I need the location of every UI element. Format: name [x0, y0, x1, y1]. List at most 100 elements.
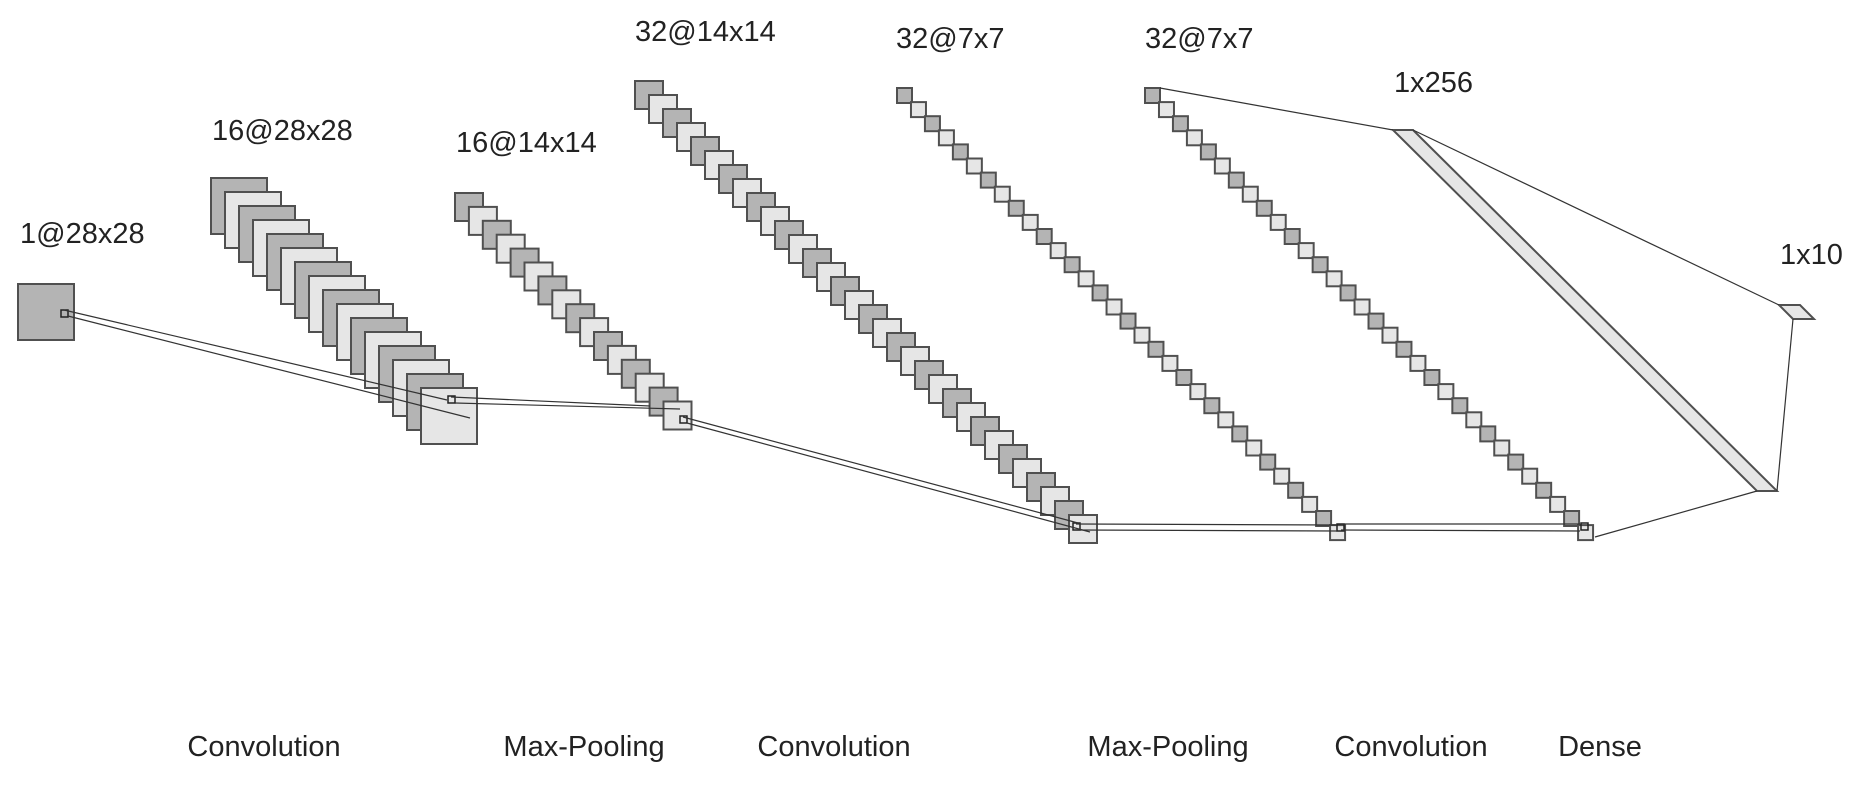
conv3-feature-maps: [1144, 87, 1595, 542]
feature-map: [1311, 256, 1329, 274]
feature-map: [1245, 439, 1263, 457]
connection-line: [1340, 529, 1581, 532]
feature-map: [965, 157, 983, 175]
feature-map: [1133, 326, 1151, 344]
feature-map: [1241, 185, 1259, 203]
feature-map: [1465, 411, 1483, 429]
kernel-window: [447, 395, 456, 404]
feature-map: [1437, 383, 1455, 401]
layer-label-pool2: 32@7x7: [896, 23, 1004, 55]
feature-map: [1105, 298, 1123, 316]
kernel-window: [1336, 523, 1345, 532]
feature-map: [979, 171, 997, 189]
feature-map: [1563, 510, 1581, 527]
feature-map: [1217, 411, 1235, 429]
kernel-window: [1580, 522, 1589, 531]
feature-map: [1301, 495, 1319, 513]
op-label-convolution-1: Convolution: [187, 731, 340, 763]
layer-label-conv1: 16@28x28: [212, 115, 353, 147]
feature-map: [1203, 397, 1221, 415]
feature-map: [1231, 425, 1249, 443]
feature-map: [1189, 383, 1207, 401]
feature-map: [1007, 199, 1025, 217]
connection-line: [1776, 318, 1794, 492]
feature-map: [1161, 354, 1179, 372]
op-label-dense: Dense: [1558, 731, 1642, 763]
feature-map: [1259, 453, 1277, 471]
feature-map: [1409, 354, 1427, 372]
op-label-max-pooling-1: Max-Pooling: [503, 731, 664, 763]
feature-map: [1423, 369, 1441, 386]
feature-map: [1255, 199, 1273, 217]
feature-map: [923, 115, 941, 133]
feature-map: [1325, 270, 1343, 288]
connection-lines: [60, 87, 1794, 538]
input-feature-map: [17, 283, 75, 341]
feature-map: [1213, 157, 1231, 175]
feature-map: [1144, 87, 1161, 104]
feature-map: [1493, 439, 1511, 457]
connection-line: [1412, 129, 1780, 306]
feature-map: [1577, 524, 1595, 542]
feature-map: [1283, 228, 1301, 245]
feature-map: [1175, 369, 1193, 386]
op-label-max-pooling-2: Max-Pooling: [1087, 731, 1248, 763]
feature-map: [1297, 242, 1315, 260]
feature-map: [1185, 129, 1203, 147]
feature-map: [1157, 101, 1175, 119]
dense-10-layer: [1776, 304, 1817, 320]
op-label-convolution-3: Convolution: [1334, 731, 1487, 763]
feature-map: [1273, 467, 1291, 485]
feature-map: [1147, 340, 1165, 358]
layer-label-pool1: 16@14x14: [456, 127, 597, 159]
dense-layers: [1390, 129, 1817, 492]
feature-map: [1171, 115, 1189, 133]
feature-map: [1119, 312, 1137, 330]
feature-map: [1549, 495, 1567, 513]
layer-label-input: 1@28x28: [20, 218, 145, 250]
feature-map: [1381, 326, 1399, 344]
layer-label-conv2: 32@14x14: [635, 16, 776, 48]
conv2-feature-maps: [634, 80, 1098, 544]
feature-map: [1479, 425, 1497, 443]
feature-map: [1507, 453, 1525, 471]
feature-map: [1521, 467, 1539, 485]
feature-map: [1287, 481, 1305, 499]
feature-map: [896, 87, 913, 104]
feature-map: [1049, 242, 1067, 260]
layer-label-dense2: 1x10: [1780, 239, 1843, 271]
connection-line: [1075, 523, 1338, 526]
layer-label-dense1: 1x256: [1394, 67, 1473, 99]
feature-map: [1353, 298, 1371, 316]
feature-map: [1091, 284, 1109, 302]
connection-line: [682, 416, 1079, 524]
feature-map: [951, 143, 969, 161]
feature-map: [1395, 340, 1413, 358]
conv1-feature-maps: [210, 177, 478, 445]
connection-line: [67, 315, 471, 419]
feature-map: [1077, 270, 1095, 288]
feature-map: [1269, 213, 1287, 231]
pool1-feature-maps: [454, 192, 693, 431]
connection-line: [1594, 490, 1758, 538]
connection-line: [454, 402, 681, 410]
connection-line: [63, 309, 448, 401]
feature-map: [1199, 143, 1217, 161]
pool2-feature-maps: [896, 87, 1347, 542]
feature-map: [1315, 510, 1333, 527]
feature-map: [1227, 171, 1245, 189]
connection-line: [1075, 529, 1338, 532]
feature-map: [909, 101, 927, 119]
connection-line: [1159, 87, 1394, 131]
feature-map: [1535, 481, 1553, 499]
feature-map: [1339, 284, 1357, 302]
feature-map: [993, 185, 1011, 203]
feature-map: [1063, 256, 1081, 274]
feature-map: [1367, 312, 1385, 330]
connection-line: [450, 396, 651, 407]
feature-map: [17, 283, 75, 341]
feature-map: [1451, 397, 1469, 415]
op-label-convolution-2: Convolution: [757, 731, 910, 763]
dense-256-layer: [1390, 129, 1780, 492]
